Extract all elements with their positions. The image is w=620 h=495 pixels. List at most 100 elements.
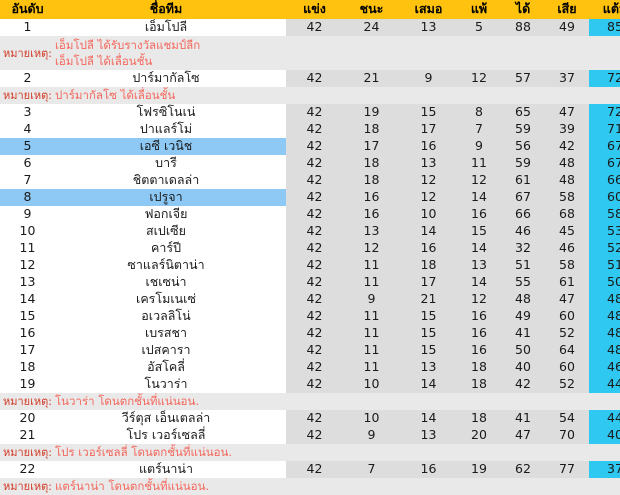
column-header-played[interactable]: แข่ง [286, 0, 343, 19]
table-row[interactable]: 20 วีร์ตุส เอ็นเตลล่า 42 10 14 18 41 54 44 [0, 410, 620, 427]
table-row[interactable]: 15 อเวลลิโน่ 42 11 15 16 49 60 48 [0, 308, 620, 325]
note-text: โนวาร่า โดนตกชั้นที่แน่นอน. [55, 393, 286, 410]
cell-team-name[interactable]: เชเซน่า [55, 274, 277, 291]
note-label: หมายเหตุ: [0, 444, 55, 461]
cell-played: 42 [286, 325, 343, 342]
cell-team-name[interactable]: ฟอกเจีย [55, 206, 277, 223]
table-row[interactable]: 2 ปาร์มากัลโซ 42 21 9 12 57 37 72 [0, 70, 620, 87]
row-spacer [277, 427, 286, 444]
cell-team-name[interactable]: บารี [55, 155, 277, 172]
cell-ga: 48 [545, 155, 589, 172]
cell-rank: 18 [0, 359, 55, 376]
cell-points: 51 [589, 257, 620, 274]
cell-draw: 16 [400, 138, 457, 155]
cell-team-name[interactable]: เบรสชา [55, 325, 277, 342]
cell-gf: 47 [501, 427, 545, 444]
cell-team-name[interactable]: ปาร์มากัลโซ [55, 70, 277, 87]
cell-team-name[interactable]: เปรูจา [55, 189, 277, 206]
table-row[interactable]: 3 โฟรซิโนเน่ 42 19 15 8 65 47 72 [0, 104, 620, 121]
table-row[interactable]: 13 เชเซน่า 42 11 17 14 55 61 50 [0, 274, 620, 291]
column-header-draw[interactable]: เสมอ [400, 0, 457, 19]
row-spacer [277, 359, 286, 376]
cell-played: 42 [286, 19, 343, 36]
table-row[interactable]: 19 โนวาร่า 42 10 14 18 42 52 44 [0, 376, 620, 393]
column-header-rank[interactable]: อันดับ [0, 0, 55, 19]
table-row[interactable]: 16 เบรสชา 42 11 15 16 41 52 48 [0, 325, 620, 342]
cell-draw: 14 [400, 376, 457, 393]
note-row: หมายเหตุ: แตร์นาน่า โดนตกชั้นที่แน่นอน. [0, 478, 620, 495]
cell-points: 48 [589, 308, 620, 325]
cell-gf: 50 [501, 342, 545, 359]
cell-team-name[interactable]: คาร์ปี [55, 240, 277, 257]
cell-team-name[interactable]: ซาแลร์นิตาน่า [55, 257, 277, 274]
cell-draw: 10 [400, 206, 457, 223]
cell-played: 42 [286, 274, 343, 291]
cell-played: 42 [286, 138, 343, 155]
note-label: หมายเหตุ: [0, 393, 55, 410]
column-header-gf[interactable]: ได้ [501, 0, 545, 19]
cell-ga: 68 [545, 206, 589, 223]
row-spacer [277, 70, 286, 87]
cell-points: 40 [589, 427, 620, 444]
table-row[interactable]: 5 เอซี เวนิช 42 17 16 9 56 42 67 [0, 138, 620, 155]
cell-team-name[interactable]: เครโมเนเซ่ [55, 291, 277, 308]
cell-team-name[interactable]: เอ็มโปลี [55, 19, 277, 36]
note-filler [286, 393, 620, 410]
cell-draw: 13 [400, 19, 457, 36]
cell-win: 18 [343, 155, 400, 172]
cell-team-name[interactable]: โฟรซิโนเน่ [55, 104, 277, 121]
row-spacer [277, 223, 286, 240]
table-row[interactable]: 6 บารี 42 18 13 11 59 48 67 [0, 155, 620, 172]
table-row[interactable]: 14 เครโมเนเซ่ 42 9 21 12 48 47 48 [0, 291, 620, 308]
cell-team-name[interactable]: ปาแลร์โม่ [55, 121, 277, 138]
table-row[interactable]: 8 เปรูจา 42 16 12 14 67 58 60 [0, 189, 620, 206]
cell-gf: 59 [501, 155, 545, 172]
cell-rank: 17 [0, 342, 55, 359]
table-row[interactable]: 17 เปสคารา 42 11 15 16 50 64 48 [0, 342, 620, 359]
table-row[interactable]: 10 สเปเซีย 42 13 14 15 46 45 53 [0, 223, 620, 240]
table-row[interactable]: 1 เอ็มโปลี 42 24 13 5 88 49 85 [0, 19, 620, 36]
cell-gf: 59 [501, 121, 545, 138]
column-header-loss[interactable]: แพ้ [457, 0, 501, 19]
cell-team-name[interactable]: ชิตตาเดลล่า [55, 172, 277, 189]
table-row[interactable]: 7 ชิตตาเดลล่า 42 18 12 12 61 48 66 [0, 172, 620, 189]
row-spacer [277, 19, 286, 36]
cell-draw: 13 [400, 155, 457, 172]
cell-team-name[interactable]: อัสโคลี่ [55, 359, 277, 376]
cell-loss: 16 [457, 308, 501, 325]
cell-win: 11 [343, 342, 400, 359]
cell-team-name[interactable]: สเปเซีย [55, 223, 277, 240]
table-row[interactable]: 11 คาร์ปี 42 12 16 14 32 46 52 [0, 240, 620, 257]
cell-team-name[interactable]: โนวาร่า [55, 376, 277, 393]
cell-ga: 60 [545, 308, 589, 325]
cell-loss: 9 [457, 138, 501, 155]
table-row[interactable]: 21 โปร เวอร์เซลลี่ 42 9 13 20 47 70 40 [0, 427, 620, 444]
row-spacer [277, 155, 286, 172]
cell-points: 44 [589, 376, 620, 393]
table-row[interactable]: 18 อัสโคลี่ 42 11 13 18 40 60 46 [0, 359, 620, 376]
column-header-win[interactable]: ชนะ [343, 0, 400, 19]
cell-rank: 6 [0, 155, 55, 172]
cell-team-name[interactable]: เอซี เวนิช [55, 138, 277, 155]
column-header-ga[interactable]: เสีย [545, 0, 589, 19]
note-text: โปร เวอร์เซลลี่ โดนตกชั้นที่แน่นอน. [55, 444, 286, 461]
table-row[interactable]: 4 ปาแลร์โม่ 42 18 17 7 59 39 71 [0, 121, 620, 138]
cell-team-name[interactable]: โปร เวอร์เซลลี่ [55, 427, 277, 444]
cell-team-name[interactable]: อเวลลิโน่ [55, 308, 277, 325]
cell-ga: 70 [545, 427, 589, 444]
row-spacer [277, 206, 286, 223]
row-spacer [277, 138, 286, 155]
cell-ga: 39 [545, 121, 589, 138]
cell-team-name[interactable]: เปสคารา [55, 342, 277, 359]
note-row: หมายเหตุ: โปร เวอร์เซลลี่ โดนตกชั้นที่แน่… [0, 444, 620, 461]
cell-draw: 14 [400, 223, 457, 240]
table-row[interactable]: 9 ฟอกเจีย 42 16 10 16 66 68 58 [0, 206, 620, 223]
column-header-team[interactable]: ชื่อทีม [55, 0, 277, 19]
column-header-points[interactable]: แต้ม [589, 0, 620, 19]
cell-loss: 7 [457, 121, 501, 138]
table-row[interactable]: 12 ซาแลร์นิตาน่า 42 11 18 13 51 58 51 [0, 257, 620, 274]
note-line: เอ็มโปลี ได้รับรางวัลแชมป์ลีก [55, 37, 201, 52]
cell-team-name[interactable]: วีร์ตุส เอ็นเตลล่า [55, 410, 277, 427]
cell-points: 67 [589, 138, 620, 155]
